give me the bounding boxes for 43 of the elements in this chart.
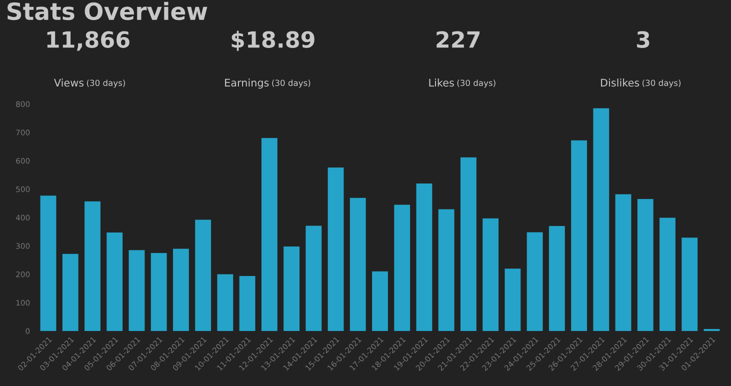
- bar: [682, 238, 698, 331]
- text: (30 days): [86, 80, 125, 88]
- bar: [593, 108, 610, 331]
- text: Likes: [429, 78, 454, 87]
- text: Views: [54, 78, 84, 87]
- bar: [328, 168, 344, 331]
- bar: [548, 226, 565, 331]
- text: 227: [436, 31, 480, 48]
- bar: [372, 271, 388, 331]
- bar: [306, 226, 322, 331]
- text: (30 days): [272, 80, 310, 88]
- text: Stats Overview: [8, 2, 208, 20]
- bar: [615, 194, 632, 331]
- bar: [482, 218, 499, 331]
- bar: [106, 232, 123, 331]
- bar: [84, 201, 100, 331]
- bar: [438, 209, 454, 331]
- text: 3: [637, 31, 650, 48]
- text: Earnings: [225, 78, 269, 89]
- text: Dislikes: [601, 78, 640, 87]
- bar: [350, 198, 366, 331]
- text: (30 days): [457, 80, 496, 88]
- bar: [571, 140, 587, 331]
- text: (30 days): [642, 80, 681, 88]
- bar: [128, 250, 145, 331]
- bar: [173, 248, 189, 331]
- bar: [62, 254, 78, 331]
- bar: [460, 157, 476, 331]
- bar: [195, 220, 212, 331]
- bar: [261, 138, 278, 331]
- bar: [217, 274, 234, 331]
- bar: [40, 196, 56, 331]
- bar: [239, 276, 256, 331]
- bar: [660, 218, 676, 331]
- text: $18.89: [232, 30, 314, 51]
- bar: [394, 204, 410, 331]
- text: 11,866: [47, 31, 130, 51]
- bar: [526, 232, 543, 331]
- bar: [284, 246, 300, 331]
- bar: [637, 199, 654, 331]
- bar: [150, 252, 167, 331]
- bar: [416, 183, 432, 331]
- bar: [504, 268, 521, 331]
